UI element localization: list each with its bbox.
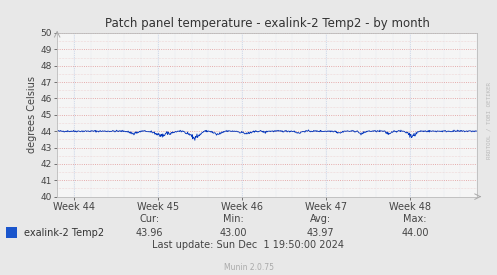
Text: Munin 2.0.75: Munin 2.0.75 [224, 263, 273, 272]
Text: Last update: Sun Dec  1 19:50:00 2024: Last update: Sun Dec 1 19:50:00 2024 [153, 240, 344, 250]
Text: RRDTOOL / TOBI OETIKER: RRDTOOL / TOBI OETIKER [486, 82, 491, 160]
Text: Cur:: Cur: [139, 214, 159, 224]
Text: exalink-2 Temp2: exalink-2 Temp2 [24, 228, 104, 238]
Title: Patch panel temperature - exalink-2 Temp2 - by month: Patch panel temperature - exalink-2 Temp… [105, 17, 429, 31]
Text: 43.97: 43.97 [307, 228, 334, 238]
Text: Max:: Max: [403, 214, 427, 224]
Text: 43.96: 43.96 [135, 228, 163, 238]
Text: Avg:: Avg: [310, 214, 331, 224]
Text: 43.00: 43.00 [220, 228, 248, 238]
Text: Min:: Min: [223, 214, 244, 224]
Text: 44.00: 44.00 [401, 228, 429, 238]
Y-axis label: degrees Celsius: degrees Celsius [27, 76, 37, 153]
